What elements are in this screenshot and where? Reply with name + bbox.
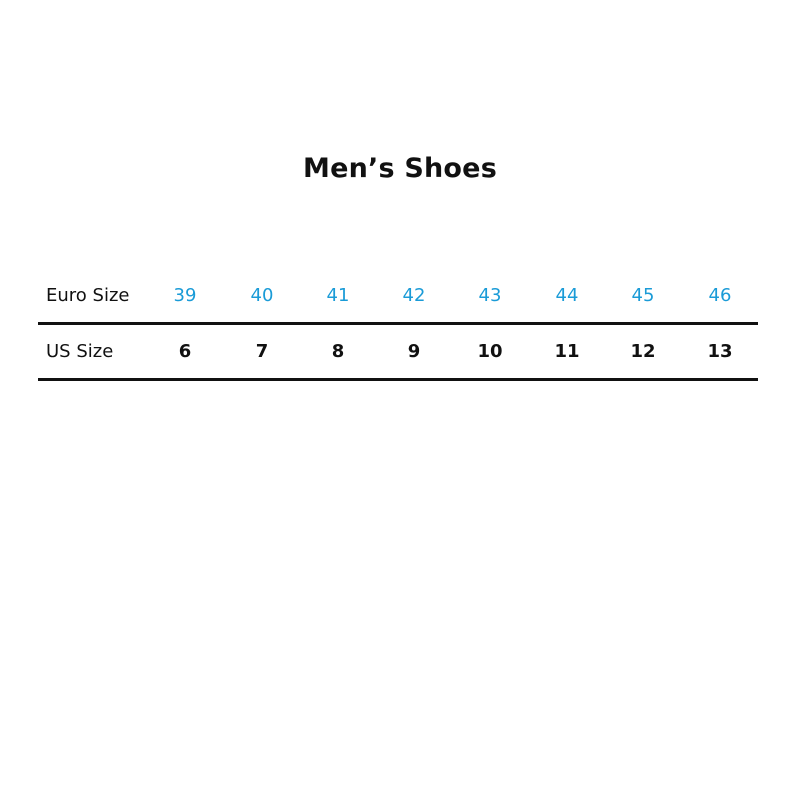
- us-size-cell: 10: [477, 341, 503, 362]
- us-size-cell: 9: [407, 341, 421, 362]
- row-label: Euro Size: [46, 285, 130, 306]
- us-size-cell: 6: [178, 341, 192, 362]
- us-size-cell: 8: [331, 341, 345, 362]
- euro-size-cell: 44: [555, 285, 579, 306]
- us-size-row: US Size 6 7 8 9 10 11 12 13: [0, 337, 800, 367]
- euro-size-cell: 42: [402, 285, 426, 306]
- page-title: Men’s Shoes: [303, 153, 497, 184]
- euro-size-row: Euro Size 39 40 41 42 43 44 45 46: [0, 281, 800, 311]
- euro-size-cell: 43: [478, 285, 502, 306]
- euro-size-cell: 40: [250, 285, 274, 306]
- row-label: US Size: [46, 341, 114, 362]
- divider: [38, 322, 758, 325]
- us-size-cell: 11: [554, 341, 580, 362]
- divider: [38, 378, 758, 381]
- euro-size-cell: 41: [326, 285, 350, 306]
- euro-size-cell: 39: [173, 285, 197, 306]
- us-size-cell: 13: [707, 341, 733, 362]
- euro-size-cell: 45: [631, 285, 655, 306]
- euro-size-cell: 46: [708, 285, 732, 306]
- us-size-cell: 7: [255, 341, 269, 362]
- us-size-cell: 12: [630, 341, 656, 362]
